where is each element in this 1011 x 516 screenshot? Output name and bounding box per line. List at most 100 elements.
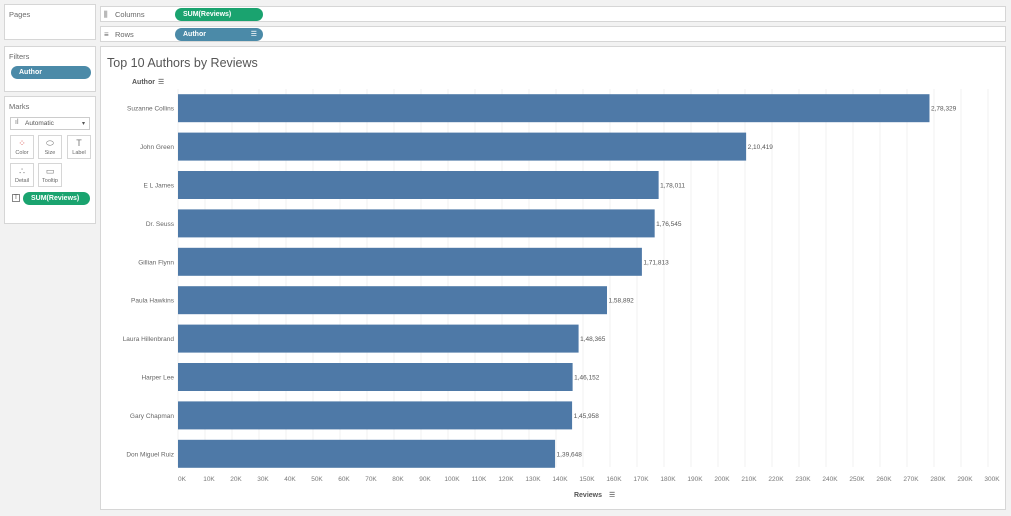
mark-type-label: Automatic <box>25 120 54 127</box>
category-label: Laura Hillenbrand <box>123 336 175 343</box>
filters-card: Filters Author <box>4 46 96 92</box>
tooltip-icon: ▭ <box>45 166 55 176</box>
color-label: Color <box>15 150 29 156</box>
x-tick-label: 300K <box>984 476 1000 483</box>
bar[interactable] <box>178 132 747 161</box>
tooltip-label: Tooltip <box>42 178 58 184</box>
data-label: 1,46,152 <box>574 375 600 382</box>
category-label: E L James <box>144 183 175 190</box>
y-axis-sort-icon: ☰ <box>158 79 164 86</box>
x-tick-label: 250K <box>849 476 865 483</box>
x-tick-label: 280K <box>930 476 946 483</box>
chart-area: Top 10 Authors by Reviews Author ☰ Suzanne… <box>100 46 1006 510</box>
x-tick-label: 80K <box>392 476 404 483</box>
category-label: Dr. Seuss <box>146 221 175 228</box>
x-tick-label: 210K <box>741 476 757 483</box>
marks-pill-sum-reviews[interactable]: SUM(Reviews) <box>23 192 90 205</box>
pages-title: Pages <box>9 10 31 19</box>
x-tick-label: 200K <box>714 476 730 483</box>
columns-pill-sum-reviews[interactable]: SUM(Reviews) <box>175 8 263 21</box>
category-label: Don Miguel Ruiz <box>126 451 174 458</box>
mark-size-button[interactable]: ⬭ Size <box>38 135 62 159</box>
rows-label: Rows <box>115 30 134 39</box>
mark-type-dropdown[interactable]: ıl Automatic ▾ <box>10 117 90 130</box>
marks-title: Marks <box>9 102 30 111</box>
x-tick-label: 0K <box>178 476 187 483</box>
x-tick-label: 20K <box>230 476 242 483</box>
x-tick-label: 230K <box>795 476 811 483</box>
bar[interactable] <box>178 439 556 468</box>
x-tick-label: 180K <box>660 476 676 483</box>
x-tick-label: 190K <box>687 476 703 483</box>
chart-title: Top 10 Authors by Reviews <box>107 56 258 70</box>
columns-shelf: ⫼ Columns SUM(Reviews) <box>100 6 1006 22</box>
x-tick-label: 290K <box>957 476 973 483</box>
x-tick-label: 150K <box>579 476 595 483</box>
rows-pill-label: Author <box>183 31 206 38</box>
category-label: Paula Hawkins <box>131 298 175 305</box>
chevron-down-icon: ▾ <box>81 121 85 127</box>
x-tick-label: 60K <box>338 476 350 483</box>
category-label: Gary Chapman <box>130 413 174 420</box>
x-tick-label: 130K <box>525 476 541 483</box>
bar[interactable] <box>178 401 573 430</box>
x-tick-label: 240K <box>822 476 838 483</box>
pages-card: Pages <box>4 4 96 40</box>
x-axis-sort-icon: ☰ <box>609 492 615 499</box>
y-axis-title: Author <box>132 79 155 86</box>
x-tick-label: 110K <box>472 476 487 483</box>
category-label: John Green <box>140 144 174 151</box>
bar[interactable] <box>178 171 659 199</box>
detail-label: Detail <box>14 178 30 184</box>
columns-label: Columns <box>115 10 145 19</box>
x-tick-label: 40K <box>284 476 296 483</box>
x-tick-label: 70K <box>365 476 377 483</box>
x-tick-label: 160K <box>606 476 622 483</box>
x-tick-label: 50K <box>311 476 323 483</box>
size-icon: ⬭ <box>46 138 54 148</box>
filters-title: Filters <box>9 52 30 61</box>
label-label: Label <box>72 150 86 156</box>
bar[interactable] <box>178 209 655 238</box>
data-label: 1,39,648 <box>557 451 583 458</box>
x-tick-label: 170K <box>633 476 649 483</box>
rows-shelf: ≡ Rows Author ☰ <box>100 26 1006 42</box>
detail-icon: ∴ <box>19 166 25 176</box>
color-icon: ⁘ <box>18 138 26 148</box>
category-label: Suzanne Collins <box>127 106 175 113</box>
rows-icon: ≡ <box>104 30 109 39</box>
columns-icon: ⫼ <box>104 10 108 19</box>
bar[interactable] <box>178 286 608 315</box>
rows-pill-author[interactable]: Author ☰ <box>175 28 263 41</box>
x-tick-label: 270K <box>903 476 919 483</box>
bar[interactable] <box>178 363 573 391</box>
x-tick-label: 90K <box>419 476 431 483</box>
label-shelf-icon: T <box>12 194 20 202</box>
sort-icon: ☰ <box>250 31 257 38</box>
category-label: Harper Lee <box>141 375 174 382</box>
mark-color-button[interactable]: ⁘ Color <box>10 135 34 159</box>
bar[interactable] <box>178 324 579 353</box>
data-label: 1,45,958 <box>574 413 600 420</box>
label-icon: T <box>76 138 82 148</box>
mark-detail-button[interactable]: ∴ Detail <box>10 163 34 187</box>
data-label: 1,78,011 <box>660 183 685 190</box>
marks-card: Marks ıl Automatic ▾ ⁘ Color ⬭ Size T Label ∴ D… <box>4 96 96 224</box>
mark-label-button[interactable]: T Label <box>67 135 91 159</box>
data-label: 1,71,813 <box>643 259 669 266</box>
x-tick-label: 100K <box>444 476 460 483</box>
bar-chart-icon: ıl <box>15 119 19 126</box>
x-axis-title: Reviews <box>574 492 602 499</box>
x-tick-label: 140K <box>552 476 568 483</box>
bar[interactable] <box>178 94 930 123</box>
data-label: 1,58,892 <box>609 298 635 305</box>
x-tick-label: 30K <box>257 476 269 483</box>
mark-tooltip-button[interactable]: ▭ Tooltip <box>38 163 62 187</box>
data-label: 1,48,365 <box>580 336 606 343</box>
filter-pill-author[interactable]: Author <box>11 66 91 79</box>
bar[interactable] <box>178 247 642 276</box>
data-label: 1,76,545 <box>656 221 682 228</box>
size-label: Size <box>44 150 56 156</box>
data-label: 2,78,329 <box>931 106 957 113</box>
